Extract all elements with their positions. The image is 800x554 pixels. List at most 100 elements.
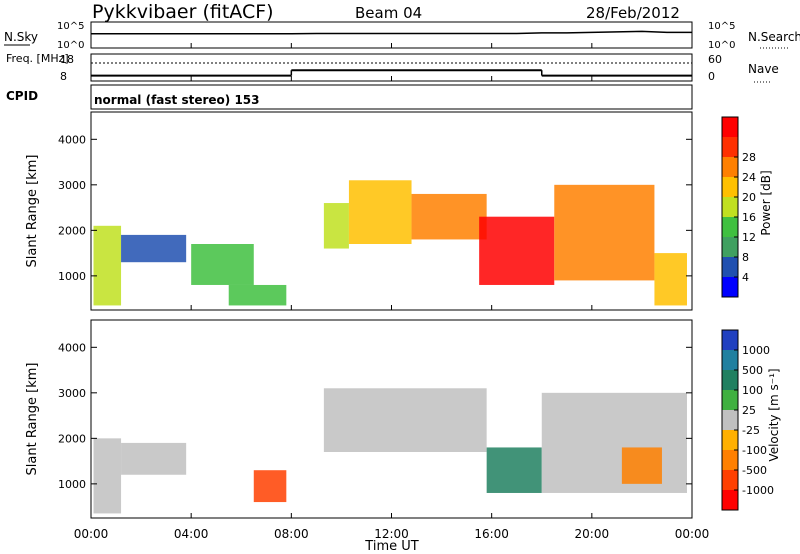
colorbar-frame <box>721 116 739 298</box>
heatmap-cell <box>121 442 187 475</box>
colorbar-swatch <box>722 137 738 157</box>
colorbar-frame <box>721 329 739 511</box>
heatmap-cell <box>654 253 687 306</box>
y-tick-label: 2000 <box>58 432 86 445</box>
heatmap-cell <box>191 244 254 285</box>
cpid-label: CPID <box>6 89 38 103</box>
y-tick-label: 4000 <box>58 133 86 146</box>
nsearch-tick-top: 10^5 <box>708 21 735 32</box>
x-tick-label: 00:00 <box>675 527 710 541</box>
colorbar-swatch <box>722 117 738 137</box>
freq-panel: Freq. [MHz] 18 8 60 0 Nave <box>6 52 779 83</box>
heatmap-cell <box>323 388 487 452</box>
velocity-panel: Slant Range [km] 1000 2000 3000 4000 1000 50… <box>25 319 781 519</box>
heatmap-cell <box>554 184 655 281</box>
power-yaxis: 1000 2000 3000 4000 <box>58 133 692 283</box>
heatmap-cell <box>228 284 287 306</box>
colorbar-swatch <box>722 450 738 470</box>
heatmap-cell <box>323 203 349 249</box>
cpid-text: normal (fast stereo) 153 <box>94 93 260 107</box>
colorbar-swatch <box>722 257 738 277</box>
colorbar-tick-label: 28 <box>742 151 756 164</box>
y-tick-label: 3000 <box>58 387 86 400</box>
colorbar-tick-label: 25 <box>742 404 756 417</box>
y-tick-label: 4000 <box>58 341 86 354</box>
colorbar-swatch <box>722 217 738 237</box>
nsky-label: N.Sky <box>4 30 38 44</box>
colorbar-tick-label: 500 <box>742 364 763 377</box>
velocity-colorbar-label: Velocity [m s⁻¹] <box>767 368 781 461</box>
heatmap-cell <box>348 180 412 244</box>
x-tick-label: 20:00 <box>575 527 610 541</box>
time-axis-label: Time UT <box>364 539 418 554</box>
nsky-panel: N.Sky 10^5 10^0 10^5 10^0 N.Search <box>4 21 800 51</box>
y-tick-label: 3000 <box>58 179 86 192</box>
heatmap-cell <box>479 216 555 285</box>
colorbar-swatch <box>722 490 738 510</box>
freq-label: Freq. [MHz] <box>6 52 69 65</box>
colorbar-swatch <box>722 277 738 297</box>
x-tick-label: 08:00 <box>274 527 309 541</box>
colorbar-swatch <box>722 430 738 450</box>
colorbar-swatch <box>722 390 738 410</box>
freq-tick-top: 18 <box>60 53 74 66</box>
heatmap-cell <box>541 392 687 493</box>
freq-tick-bottom: 8 <box>60 70 67 83</box>
colorbar-swatch <box>722 237 738 257</box>
date-label: 28/Feb/2012 <box>586 4 680 22</box>
heatmap-cell <box>253 470 287 503</box>
cpid-panel <box>90 84 693 110</box>
x-tick-label: 00:00 <box>74 527 109 541</box>
time-axis: 00:00 04:00 08:00 12:00 16:00 20:00 00:00 <box>74 43 710 541</box>
colorbar-tick-label: 1000 <box>742 344 770 357</box>
nave-label: Nave <box>748 62 779 76</box>
power-colorbar-label: Power [dB] <box>759 170 773 235</box>
freq-series <box>91 69 692 77</box>
colorbar-tick-label: 20 <box>742 191 756 204</box>
colorbar-tick-label: 8 <box>742 251 749 264</box>
nave-tick-bottom: 0 <box>708 70 715 83</box>
nsky-series <box>91 30 692 35</box>
colorbar-tick-label: -25 <box>742 424 760 437</box>
nsearch-tick-bottom: 10^0 <box>708 40 735 51</box>
power-panel: Slant Range [km] 1000 2000 3000 4000 4 8 12 16… <box>25 111 773 311</box>
x-tick-label: 04:00 <box>174 527 209 541</box>
y-tick-label: 2000 <box>58 224 86 237</box>
heatmap-cell <box>121 234 187 263</box>
heatmap-cell <box>486 447 542 493</box>
colorbar-tick-label: -500 <box>742 464 767 477</box>
power-ylabel: Slant Range [km] <box>25 155 40 268</box>
x-tick-label: 16:00 <box>474 527 509 541</box>
nsky-tick-top: 10^5 <box>57 21 84 32</box>
colorbar-swatch <box>722 157 738 177</box>
nsearch-label: N.Search <box>748 30 800 44</box>
colorbar-tick-label: 12 <box>742 231 756 244</box>
colorbar-tick-label: 4 <box>742 271 749 284</box>
colorbar-tick-label: 16 <box>742 211 756 224</box>
heatmap-cell <box>621 447 662 484</box>
colorbar-swatch <box>722 410 738 430</box>
velocity-heatmap <box>93 388 687 514</box>
velocity-ylabel: Slant Range [km] <box>25 363 40 476</box>
colorbar-swatch <box>722 470 738 490</box>
power-heatmap <box>93 180 687 306</box>
power-colorbar: 4 8 12 16 20 24 28 <box>721 116 756 298</box>
colorbar-swatch <box>722 177 738 197</box>
heatmap-cell <box>93 438 122 514</box>
colorbar-tick-label: -100 <box>742 444 767 457</box>
beam-label: Beam 04 <box>355 4 422 22</box>
colorbar-swatch <box>722 197 738 217</box>
y-tick-label: 1000 <box>58 270 86 283</box>
y-tick-label: 1000 <box>58 478 86 491</box>
colorbar-tick-label: -1000 <box>742 484 774 497</box>
x-tick-label: 12:00 <box>374 527 409 541</box>
heatmap-cell <box>411 193 487 240</box>
colorbar-tick-label: 100 <box>742 384 763 397</box>
velocity-colorbar: 1000 500 100 25 -25 -100 -500 -1000 <box>721 329 774 511</box>
heatmap-cell <box>93 225 122 306</box>
nave-tick-top: 60 <box>708 53 722 66</box>
colorbar-swatch <box>722 370 738 390</box>
nsky-tick-bottom: 10^0 <box>57 40 84 51</box>
colorbar-swatch <box>722 330 738 350</box>
